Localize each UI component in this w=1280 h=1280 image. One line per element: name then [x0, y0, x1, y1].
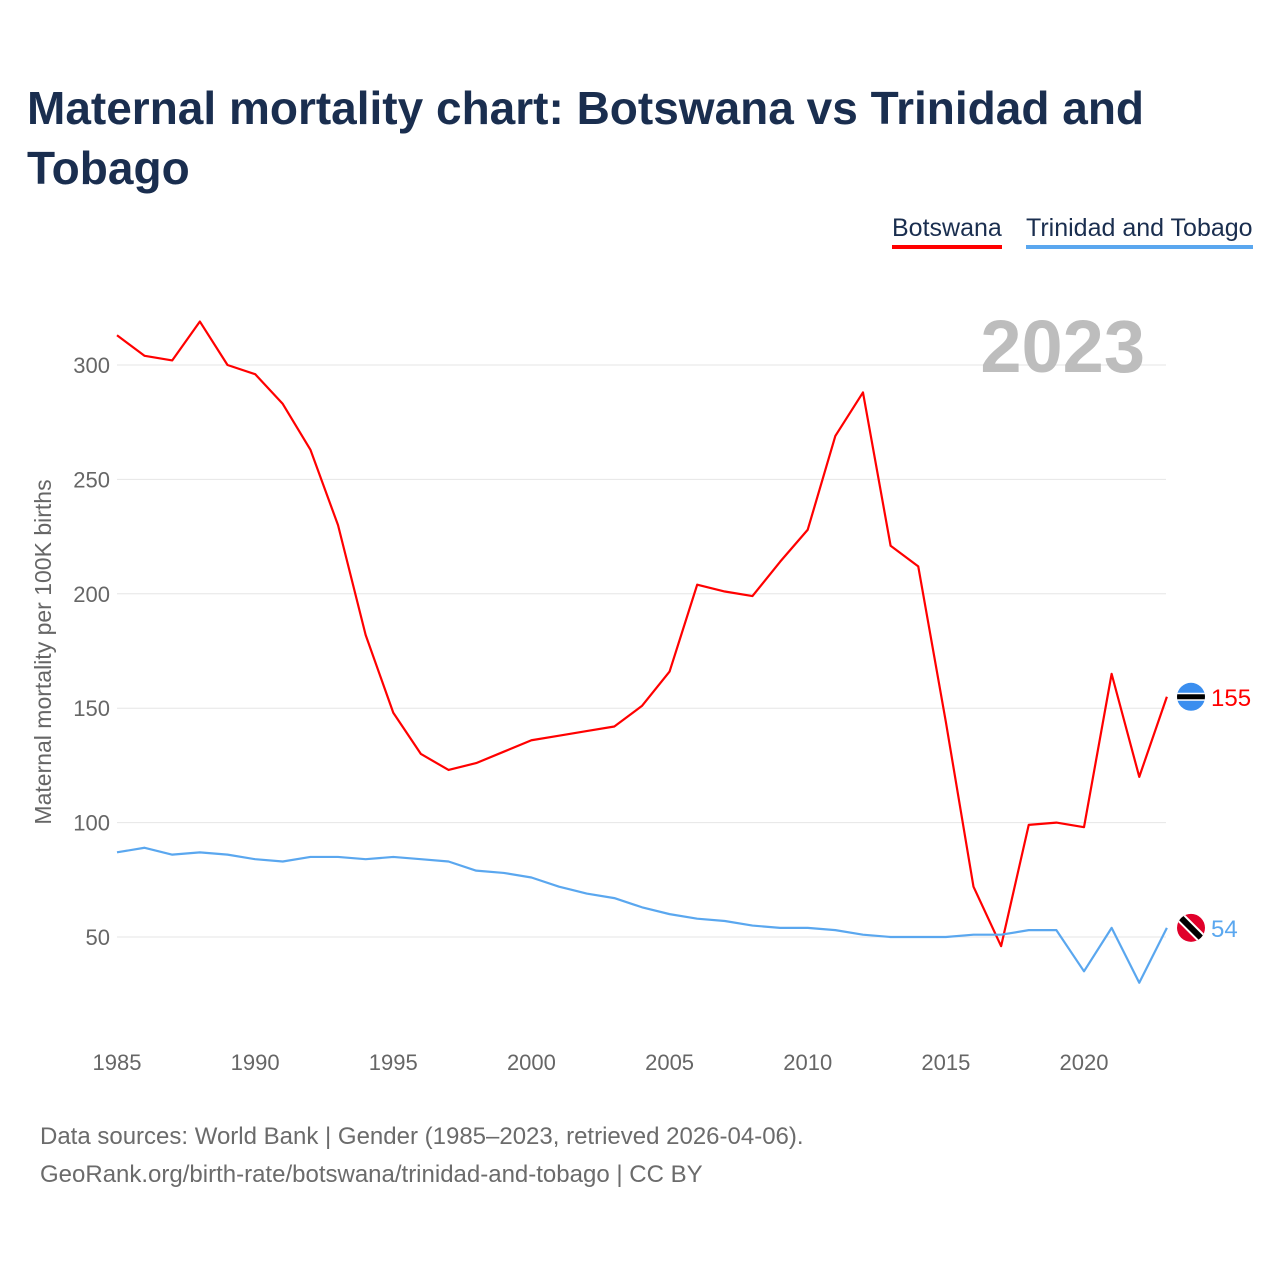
- y-tick-label: 250: [73, 467, 110, 492]
- y-tick-label: 300: [73, 353, 110, 378]
- source-line-2[interactable]: GeoRank.org/birth-rate/botswana/trinidad…: [40, 1161, 703, 1188]
- x-tick-label: 1995: [369, 1050, 418, 1075]
- legend-botswana[interactable]: Botswana: [892, 214, 1002, 249]
- legend-trinidad-and-tobago[interactable]: Trinidad and Tobago: [1026, 214, 1253, 249]
- x-tick-label: 2000: [507, 1050, 556, 1075]
- y-axis-label: Maternal mortality per 100K births: [30, 479, 56, 824]
- year-watermark: 2023: [980, 305, 1145, 388]
- source-line-1: Data sources: World Bank | Gender (1985–…: [40, 1123, 804, 1150]
- y-tick-label: 150: [73, 696, 110, 721]
- y-tick-label: 100: [73, 811, 110, 836]
- trinidad-and-tobago-flag-icon: [1177, 913, 1205, 942]
- end-value-label: 155: [1211, 685, 1251, 712]
- chart-title: Maternal mortality chart: Botswana vs Tr…: [27, 82, 1145, 194]
- end-value-label: 54: [1211, 916, 1238, 943]
- botswana-flag-icon: [1177, 682, 1205, 711]
- series-line-botswana[interactable]: [116, 320, 1168, 948]
- source-note: Data sources: World Bank | Gender (1985–…: [40, 1118, 804, 1194]
- x-tick-label: 2005: [645, 1050, 694, 1075]
- y-tick-label: 200: [73, 582, 110, 607]
- y-tick-label: 50: [86, 925, 110, 950]
- x-tick-label: 2010: [783, 1050, 832, 1075]
- series-line-trinidad-and-tobago[interactable]: [116, 846, 1168, 984]
- x-tick-label: 1990: [231, 1050, 280, 1075]
- x-tick-label: 2020: [1060, 1050, 1109, 1075]
- x-tick-label: 1985: [93, 1050, 142, 1075]
- x-tick-label: 2015: [921, 1050, 970, 1075]
